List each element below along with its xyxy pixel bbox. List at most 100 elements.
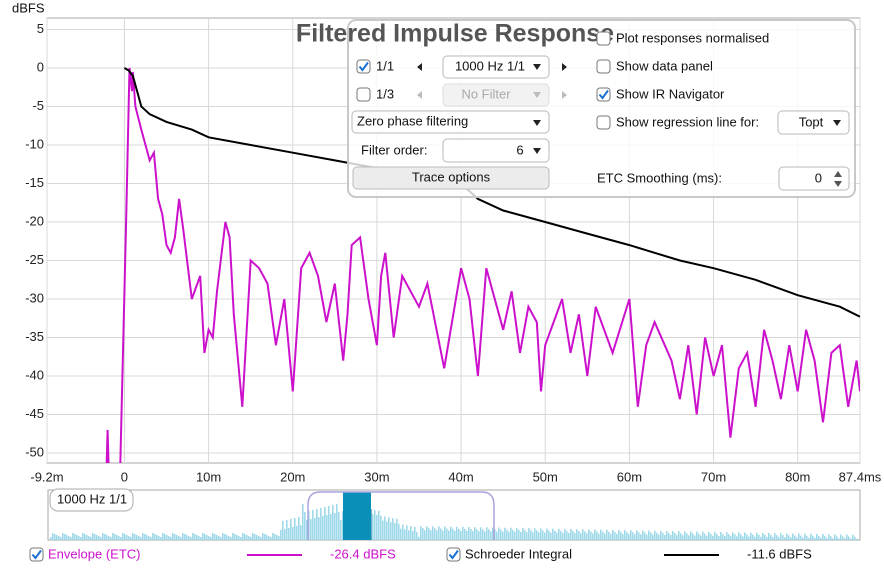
histogram-bar [522,528,524,540]
dropdown-value: No Filter [461,86,511,101]
legend-readout: -11.6 dBFS [747,546,812,561]
histogram-bar [592,533,594,540]
histogram-bar [678,531,680,540]
checkbox-group[interactable] [356,87,371,102]
histogram-bar [708,531,710,540]
checkbox[interactable] [446,547,461,562]
histogram-bar [52,533,54,540]
histogram-bar [520,532,522,540]
checkbox[interactable] [356,59,371,74]
trace-options-button[interactable] [352,166,550,190]
histogram-bar [122,533,124,540]
histogram-bar [186,535,188,540]
spinner-value: 0 [815,170,822,185]
checkbox-group[interactable] [356,59,371,74]
spinner-arrows[interactable] [834,171,842,187]
histogram-bar [538,532,540,540]
histogram-bar [514,531,516,540]
checkbox[interactable] [596,59,611,74]
histogram-bar [140,537,142,540]
histogram-bar [732,532,734,540]
filter-order-dropdown[interactable] [442,138,550,163]
histogram-bar [220,537,222,540]
x-tick-label: 87.4ms [839,469,882,484]
histogram-bar [80,537,82,540]
histogram-bar [236,535,238,540]
checkbox-group[interactable] [596,59,611,74]
histogram-bar [82,533,84,540]
histogram-bar [784,537,786,540]
histogram-bar [254,534,256,540]
checkbox[interactable] [596,115,611,130]
histogram-bar [92,533,94,540]
histogram-bar [470,529,472,540]
y-tick-label: 0 [37,59,44,74]
checkbox[interactable] [596,87,611,102]
histogram-bar [778,537,780,540]
checkbox-label: 1/1 [376,58,394,73]
histogram-bar [68,536,70,540]
histogram-bar [546,528,548,540]
dropdown-value: Zero phase filtering [357,113,468,128]
histogram-bar [376,514,378,540]
histogram-bar [272,533,274,540]
histogram-bar [832,538,834,540]
button-label: Trace options [412,169,491,184]
histogram-bar [222,533,224,540]
histogram-bar [660,530,662,540]
histogram-bar [670,535,672,540]
histogram-bar [130,537,132,540]
histogram-bar [542,530,544,540]
checkbox[interactable] [356,87,371,102]
histogram-bar [566,530,568,540]
histogram-bar [276,535,278,540]
checkbox[interactable] [29,547,44,562]
histogram-bar [724,536,726,540]
histogram-bar [300,525,302,540]
etc-smoothing-spinner[interactable] [778,166,850,191]
histogram-bar [90,537,92,540]
histogram-bar [436,530,438,540]
checkbox-group[interactable] [596,115,611,130]
dropdown-arrow [533,92,541,98]
prev-arrow[interactable] [417,63,422,71]
histogram-bar [760,536,762,540]
histogram-bar [116,535,118,540]
histogram-bar [676,535,678,540]
histogram-bar [334,513,336,540]
phase-dropdown[interactable] [351,110,550,134]
histogram-bar [822,534,824,540]
histogram-bar [696,531,698,540]
histogram-bar [738,532,740,540]
ticks: 5 0 -5 -10 -15 -20 -25 -30 -35 -40 -45 -50 -9.2m 0 10m… [25,21,882,484]
x-tick-label: 0 [121,469,128,484]
checkmark [31,549,42,560]
histogram-bar [654,530,656,540]
histogram-bar [844,538,846,540]
regression-dropdown[interactable] [777,110,850,135]
checkbox-group[interactable] [596,87,611,102]
histogram-bar [206,535,208,540]
histogram-bar [110,537,112,540]
histogram-bar [208,536,210,540]
histogram-bar [688,535,690,540]
checkbox[interactable] [596,31,611,46]
histogram-bar [62,533,64,540]
histogram-bar [554,530,556,540]
histogram-bar [690,531,692,540]
checkbox-group[interactable] [596,31,611,46]
next-arrow[interactable] [562,63,567,71]
histogram-bar [310,519,312,540]
histogram-bar [748,536,750,540]
histogram-bar [214,534,216,540]
histogram-bar [182,533,184,540]
histogram-bar [818,535,820,540]
histogram-bar [154,534,156,540]
histogram-bar [100,537,102,540]
dropdown-arrow [533,64,541,70]
histogram-bar [428,528,430,540]
histogram-bar [78,536,80,540]
filter-dropdown[interactable] [442,55,550,79]
histogram-bar [782,535,784,540]
histogram-bar [572,531,574,540]
